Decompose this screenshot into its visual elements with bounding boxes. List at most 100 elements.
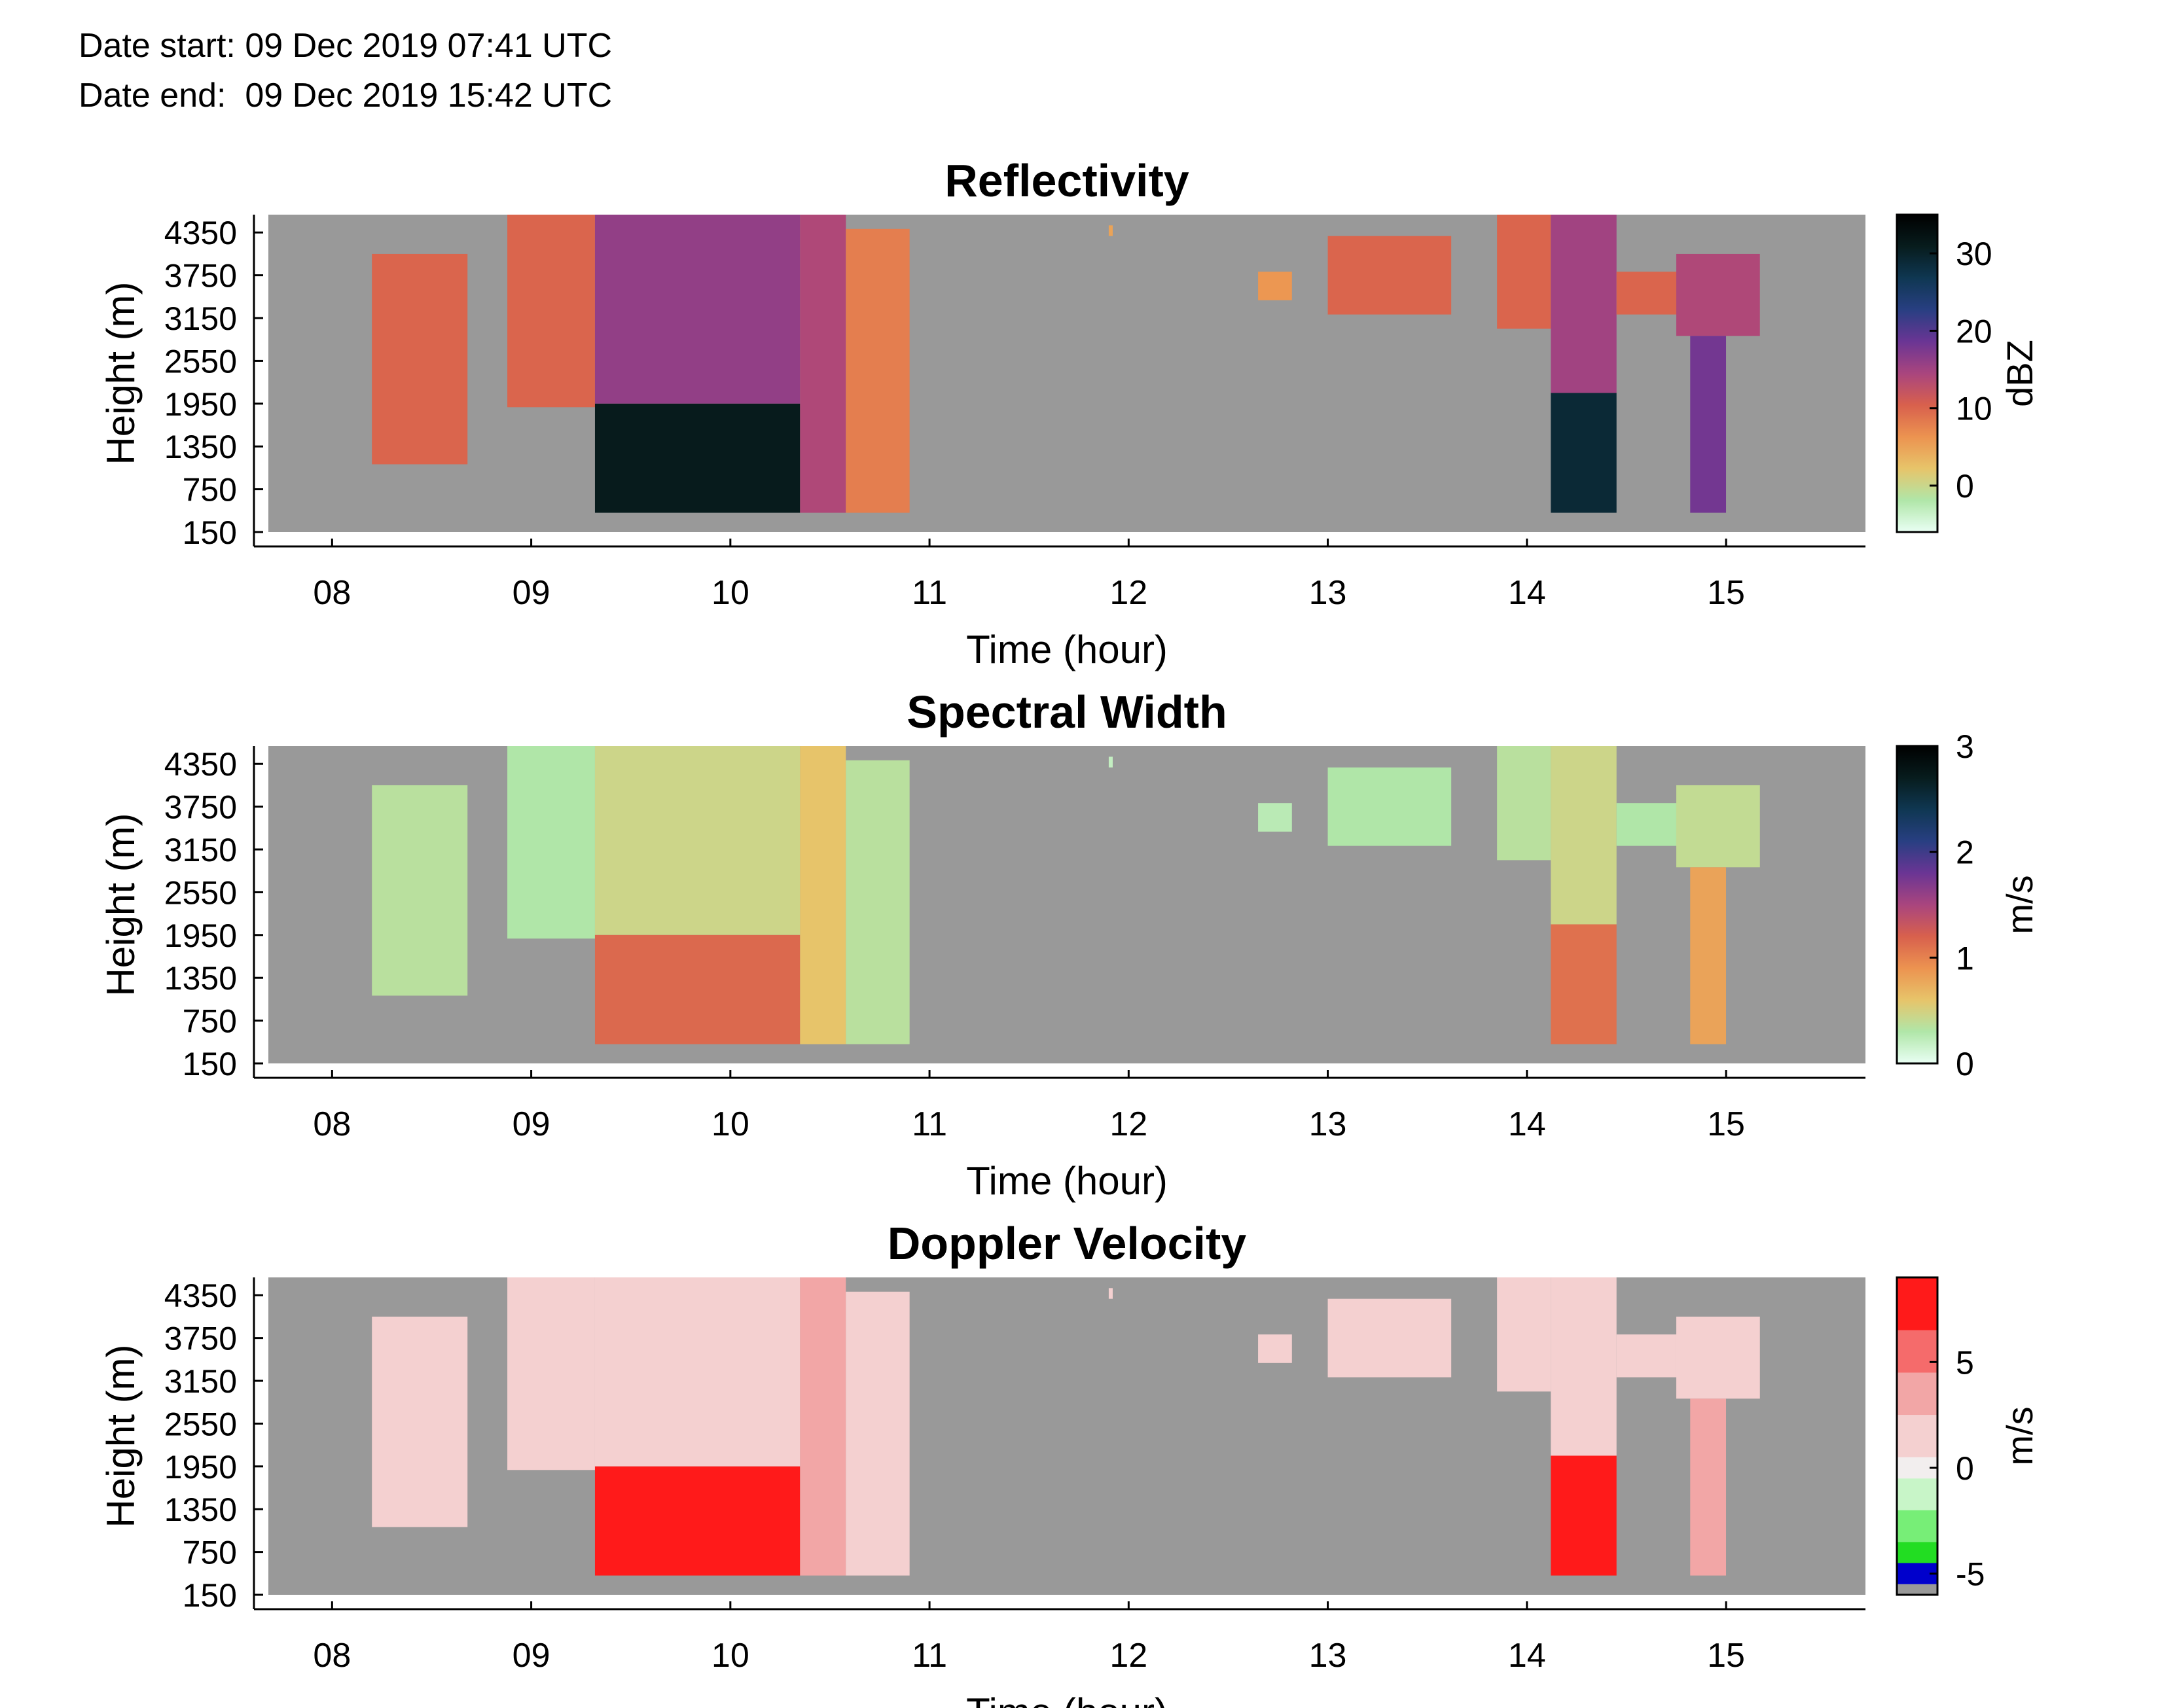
spectral-width-title: Spectral Width	[907, 686, 1227, 738]
doppler-velocity-y-tick-label: 1950	[164, 1449, 237, 1486]
reflectivity-cell-1	[507, 215, 595, 408]
doppler-velocity-x-tick-label: 15	[1707, 1637, 1745, 1675]
doppler-velocity-cell-1	[507, 1277, 595, 1470]
spectral-width-cell-6	[1108, 756, 1113, 768]
reflectivity-y-tick-label: 750	[183, 472, 237, 508]
doppler-velocity-colorbar-segment	[1897, 1542, 1937, 1563]
spectral-width-x-axis-label: Time (hour)	[966, 1159, 1168, 1203]
doppler-velocity-x-axis-label: Time (hour)	[966, 1690, 1168, 1708]
spectral-width-y-tick-label: 1950	[164, 917, 237, 954]
spectral-width-colorbar-tick-label: 1	[1956, 940, 1974, 976]
doppler-velocity-x-tick-label: 10	[711, 1637, 749, 1675]
reflectivity-colorbar-label: dBZ	[1999, 340, 2040, 407]
spectral-width-x-tick-label: 12	[1109, 1105, 1147, 1143]
reflectivity-y-tick-label: 3150	[164, 300, 237, 337]
reflectivity-x-axis-label: Time (hour)	[966, 628, 1168, 671]
reflectivity-colorbar-tick-label: 30	[1956, 236, 1992, 272]
reflectivity-cell-0	[372, 253, 468, 465]
spectral-width-cell-12	[1616, 803, 1676, 846]
spectral-width-y-tick-label: 3150	[164, 832, 237, 868]
reflectivity-y-tick-label: 150	[183, 514, 237, 551]
spectral-width-cell-3	[594, 934, 801, 1044]
doppler-velocity-cell-3	[594, 1466, 801, 1576]
reflectivity-colorbar-tick-label: 10	[1956, 391, 1992, 427]
doppler-velocity-y-tick-label: 3750	[164, 1321, 237, 1357]
reflectivity-cell-8	[1327, 236, 1452, 315]
reflectivity-colorbar-tick-label: 20	[1956, 313, 1992, 349]
reflectivity-x-tick-label: 13	[1309, 574, 1347, 612]
spectral-width-x-tick-label: 10	[711, 1105, 749, 1143]
spectral-width-cell-13	[1676, 785, 1760, 868]
doppler-velocity-colorbar-segment	[1897, 1415, 1937, 1457]
doppler-velocity-colorbar-tick-label: 5	[1956, 1344, 1974, 1381]
spectral-width-y-axis-label: Height (m)	[99, 813, 143, 996]
doppler-velocity-x-tick-label: 12	[1109, 1637, 1147, 1675]
doppler-velocity-y-tick-label: 3150	[164, 1363, 237, 1400]
doppler-velocity-cell-6	[1108, 1288, 1113, 1299]
doppler-velocity-colorbar-tick-label: -5	[1956, 1556, 1985, 1593]
spectral-width-y-tick-label: 150	[183, 1046, 237, 1082]
spectral-width-y-tick-label: 2550	[164, 874, 237, 911]
spectral-width-cell-0	[372, 785, 468, 996]
reflectivity-x-tick-label: 09	[513, 574, 550, 612]
reflectivity-x-tick-label: 08	[313, 574, 351, 612]
reflectivity-cell-3	[594, 403, 801, 513]
doppler-velocity-colorbar-label: m/s	[1999, 1406, 2040, 1465]
doppler-velocity-cell-5	[846, 1291, 910, 1576]
doppler-velocity-cell-13	[1676, 1316, 1760, 1399]
reflectivity-colorbar	[1897, 215, 1937, 532]
doppler-velocity-cell-9	[1497, 1277, 1551, 1392]
reflectivity-y-tick-label: 1350	[164, 429, 237, 465]
reflectivity-cell-2	[594, 215, 801, 404]
spectral-width-x-tick-label: 08	[313, 1105, 351, 1143]
doppler-velocity-cell-2	[594, 1277, 801, 1467]
date-end-label: Date end: 09 Dec 2019 15:42 UTC	[79, 77, 613, 115]
reflectivity-cell-11	[1551, 393, 1617, 513]
reflectivity-cell-14	[1690, 336, 1727, 513]
date-start-label: Date start: 09 Dec 2019 07:41 UTC	[79, 27, 613, 65]
spectral-width-cell-7	[1258, 803, 1292, 832]
spectral-width-cell-2	[594, 746, 801, 935]
doppler-velocity-y-tick-label: 1350	[164, 1491, 237, 1528]
spectral-width-y-tick-label: 4350	[164, 746, 237, 783]
doppler-velocity-y-axis-label: Height (m)	[99, 1344, 143, 1527]
spectral-width-colorbar-label: m/s	[1999, 875, 2040, 934]
reflectivity-cell-6	[1108, 225, 1113, 236]
doppler-velocity-x-tick-label: 09	[513, 1637, 550, 1675]
reflectivity-x-tick-label: 12	[1109, 574, 1147, 612]
doppler-velocity-cell-8	[1327, 1298, 1452, 1378]
reflectivity-cell-5	[846, 228, 910, 513]
doppler-velocity-cell-0	[372, 1316, 468, 1527]
spectral-width-x-tick-label: 13	[1309, 1105, 1347, 1143]
reflectivity-cell-7	[1258, 272, 1292, 300]
doppler-velocity-x-tick-label: 08	[313, 1637, 351, 1675]
spectral-width-x-tick-label: 11	[912, 1105, 947, 1143]
reflectivity-x-tick-label: 15	[1707, 574, 1745, 612]
doppler-velocity-cell-4	[800, 1277, 846, 1576]
spectral-width-x-tick-label: 09	[513, 1105, 550, 1143]
doppler-velocity-title: Doppler Velocity	[888, 1218, 1247, 1269]
spectral-width-colorbar	[1897, 746, 1937, 1063]
doppler-velocity-cell-7	[1258, 1334, 1292, 1363]
spectral-width-cell-14	[1690, 867, 1727, 1044]
spectral-width-y-tick-label: 3750	[164, 789, 237, 826]
doppler-velocity-cell-12	[1616, 1334, 1676, 1378]
doppler-velocity-colorbar-segment	[1897, 1330, 1937, 1373]
reflectivity-x-tick-label: 11	[912, 574, 947, 612]
spectral-width-cell-10	[1551, 746, 1617, 925]
reflectivity-y-tick-label: 2550	[164, 343, 237, 380]
doppler-velocity-colorbar-segment	[1897, 1510, 1937, 1542]
reflectivity-cell-10	[1551, 215, 1617, 393]
spectral-width-cell-1	[507, 746, 595, 939]
doppler-velocity-x-tick-label: 14	[1508, 1637, 1546, 1675]
reflectivity-cell-4	[800, 215, 846, 513]
reflectivity-cell-12	[1616, 272, 1676, 315]
reflectivity-cell-13	[1676, 253, 1760, 336]
reflectivity-x-tick-label: 10	[711, 574, 749, 612]
reflectivity-x-tick-label: 14	[1508, 574, 1546, 612]
doppler-velocity-cell-14	[1690, 1398, 1727, 1576]
doppler-velocity-cell-10	[1551, 1277, 1617, 1456]
spectral-width-x-tick-label: 15	[1707, 1105, 1745, 1143]
spectral-width-colorbar-tick-label: 2	[1956, 834, 1974, 871]
